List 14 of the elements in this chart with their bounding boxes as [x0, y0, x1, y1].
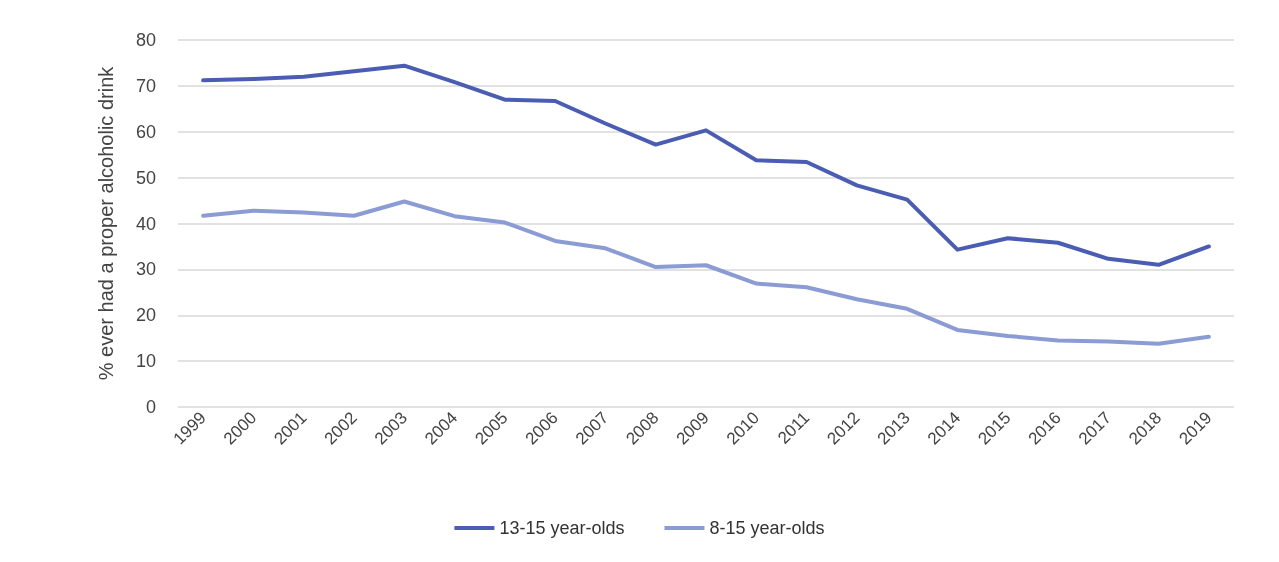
y-tick-label: 80	[135, 30, 156, 50]
y-tick-label: 70	[135, 75, 156, 96]
y-tick-label: 10	[135, 351, 156, 372]
y-tick-label: 20	[135, 305, 156, 326]
legend-label: 8-15 year-olds	[709, 518, 825, 538]
y-tick-label: 60	[135, 121, 156, 142]
y-tick-label: 50	[135, 167, 156, 188]
line-series	[201, 199, 1211, 346]
y-axis-title: % ever had a proper alcoholic drink	[95, 65, 117, 381]
y-tick-label: 30	[135, 259, 156, 280]
y-tick-label: 40	[135, 213, 156, 234]
line-series	[201, 63, 1211, 267]
legend-label: 13-15 year-olds	[499, 518, 625, 538]
y-tick-label: 0	[145, 397, 156, 417]
